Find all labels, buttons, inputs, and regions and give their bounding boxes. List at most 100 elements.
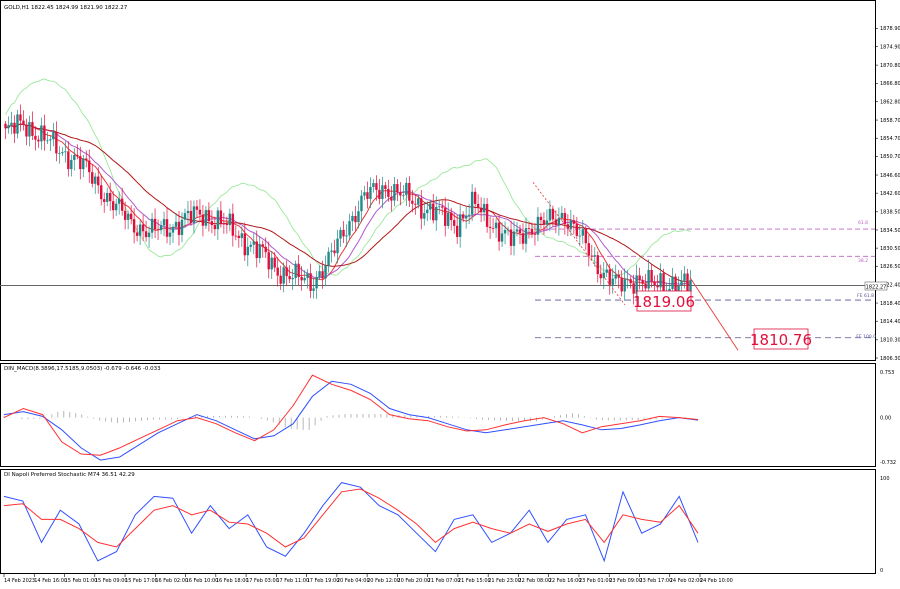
candle-body — [13, 122, 16, 134]
candle-body — [686, 273, 689, 292]
candle-body — [330, 250, 333, 252]
candle-body — [34, 135, 37, 140]
candle-body — [608, 269, 611, 285]
candle-body — [153, 218, 157, 230]
candle-body — [479, 207, 483, 213]
candle-body — [312, 288, 315, 291]
candle-body — [521, 233, 525, 244]
candle-body — [450, 212, 453, 221]
candle-body — [225, 223, 229, 226]
candle-body — [150, 218, 154, 233]
candle-body — [309, 273, 312, 291]
price-tick-label: 1830.50 — [880, 246, 900, 252]
candle-body — [117, 198, 121, 204]
candle-body — [578, 235, 582, 237]
candle-body — [210, 221, 214, 226]
candle-body — [357, 211, 360, 223]
price-tick-label: 1866.80 — [880, 81, 900, 87]
candle-body — [402, 195, 405, 197]
candle-body — [566, 224, 570, 229]
candle-body — [393, 184, 396, 201]
candle-body — [351, 215, 354, 222]
time-tick-label: 21 Feb 23:00 — [488, 578, 521, 584]
candle-body — [623, 279, 626, 292]
candle-body — [195, 206, 199, 210]
candle-body — [417, 198, 420, 205]
candle-body — [64, 151, 67, 153]
candle-body — [677, 285, 680, 295]
candle-body — [306, 273, 309, 278]
candle-body — [429, 203, 432, 210]
candle-body — [22, 120, 25, 125]
candle-body — [82, 158, 85, 170]
candle-body — [354, 215, 357, 223]
candle-body — [426, 209, 429, 214]
price-projection — [532, 182, 739, 351]
target-label-1819: 1819.06 — [633, 290, 695, 312]
candle-body — [189, 210, 193, 223]
candle-body — [144, 231, 148, 238]
stochastic-axis: 100 0 — [880, 476, 890, 574]
candle-body — [180, 219, 184, 235]
candle-body — [444, 207, 447, 226]
candle-body — [488, 226, 492, 228]
price-tick-label: 1854.70 — [880, 136, 900, 142]
candle-body — [632, 283, 635, 294]
candle-body — [216, 210, 220, 230]
candle-body — [103, 199, 106, 202]
candle-body — [539, 216, 543, 221]
candle-body — [438, 206, 441, 208]
price-pane-frame — [0, 0, 876, 361]
time-tick-label: 23 Feb 09:00 — [609, 578, 642, 584]
candle-body — [653, 281, 656, 286]
candle-body — [336, 238, 339, 254]
candle-body — [237, 235, 241, 239]
time-tick-label: 15 Feb 17:00 — [125, 578, 158, 584]
time-tick-label: 15 Feb 09:00 — [95, 578, 128, 584]
projection-target-line — [689, 277, 739, 351]
price-tick-label: 1862.80 — [880, 99, 900, 105]
candle-body — [387, 189, 390, 197]
ma-mid-line — [5, 123, 691, 285]
candle-body — [177, 221, 181, 235]
candle-body — [135, 232, 139, 236]
candle-body — [49, 139, 52, 141]
candle-body — [620, 277, 623, 292]
candle-body — [548, 208, 552, 221]
candle-body — [297, 263, 300, 277]
candle-body — [315, 277, 318, 289]
candle-body — [599, 274, 602, 279]
candle-body — [123, 210, 127, 220]
target-label-1810: 1810.76 — [750, 328, 812, 350]
candle-body — [10, 122, 13, 126]
candle-body — [97, 176, 100, 186]
candle-body — [126, 213, 130, 220]
candle-body — [650, 270, 653, 282]
candle-body — [455, 225, 459, 237]
candlesticks[interactable] — [4, 104, 692, 306]
candle-body — [106, 192, 109, 202]
candle-body — [396, 184, 399, 193]
candle-body — [611, 278, 614, 285]
candle-body — [524, 228, 528, 244]
fe-618-label: FE 61.8 — [857, 293, 874, 299]
candle-body — [76, 154, 79, 157]
candle-body — [70, 159, 73, 170]
candle-body — [7, 125, 10, 129]
candle-body — [198, 209, 202, 215]
candle-body — [321, 271, 324, 279]
stoch-label: DI Napoli Preferred Stochastic M74 36.51… — [4, 472, 135, 478]
candle-body — [100, 185, 103, 200]
candle-body — [435, 206, 438, 221]
candle-body — [174, 221, 178, 227]
candle-body — [381, 185, 384, 199]
candle-body — [222, 223, 226, 225]
macd-line-signal — [3, 374, 699, 456]
candle-body — [629, 279, 632, 284]
candle-body — [228, 213, 232, 226]
candle-body — [485, 204, 489, 227]
candle-body — [545, 220, 549, 225]
candle-body — [635, 275, 638, 294]
